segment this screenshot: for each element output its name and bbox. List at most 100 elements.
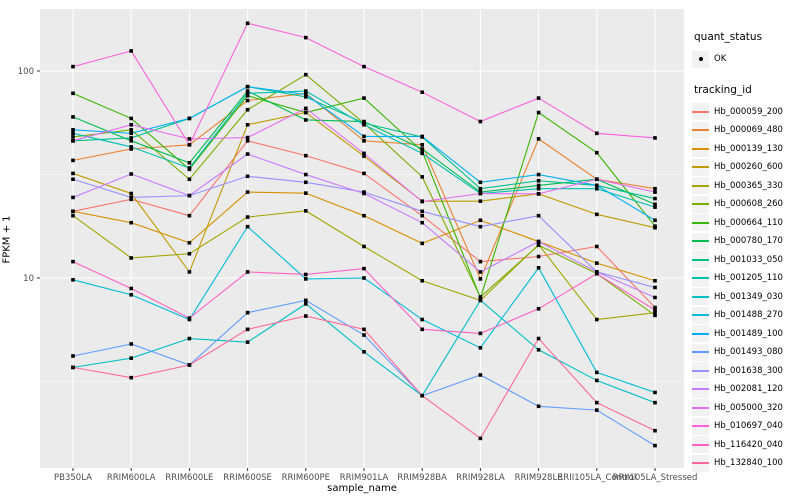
- data-point-Hb_000069_480: [653, 186, 657, 191]
- data-point-Hb_116420_040: [420, 327, 424, 332]
- data-point-Hb_001205_110: [187, 166, 192, 170]
- data-point-Hb_001033_050: [653, 196, 657, 201]
- data-point-Hb_001349_030: [536, 347, 541, 352]
- data-point-Hb_000069_480: [478, 277, 483, 281]
- data-point-Hb_000059_200: [304, 153, 308, 158]
- data-point-Hb_000260_600: [245, 122, 250, 127]
- data-point-Hb_000069_480: [536, 137, 541, 141]
- data-point-Hb_001488_270: [536, 266, 541, 270]
- data-point-Hb_000780_170: [129, 139, 133, 143]
- plot-panel: [40, 9, 684, 468]
- data-point-Hb_000664_110: [478, 296, 483, 300]
- x-tick-label: RRIM928BA: [397, 473, 447, 483]
- data-point-Hb_000780_170: [187, 161, 192, 165]
- data-point-Hb_001638_300: [478, 224, 483, 229]
- data-point-Hb_000608_260: [304, 72, 308, 77]
- data-point-Hb_001638_300: [129, 195, 133, 200]
- data-point-Hb_001349_030: [245, 340, 250, 344]
- data-point-Hb_000059_200: [478, 259, 483, 264]
- x-tick-label: RRIM600LE: [165, 473, 213, 483]
- data-point-Hb_000664_110: [245, 93, 250, 98]
- data-point-Hb_132840_100: [245, 327, 250, 332]
- data-point-Hb_005000_320: [187, 137, 192, 141]
- data-point-Hb_000608_260: [653, 313, 657, 318]
- data-point-Hb_001488_270: [362, 276, 366, 280]
- legend-label: Hb_002081_120: [714, 384, 783, 395]
- data-point-Hb_001033_050: [478, 186, 483, 191]
- data-point-Hb_116420_040: [653, 308, 657, 312]
- legend-key-swatch: [692, 436, 709, 454]
- data-point-Hb_010697_040: [536, 96, 541, 100]
- data-point-Hb_001489_100: [129, 131, 133, 136]
- data-point-Hb_000059_200: [362, 171, 366, 176]
- legend-item-Hb_001638_300: Hb_001638_300: [692, 362, 800, 381]
- data-point-Hb_002081_120: [304, 172, 308, 177]
- data-point-Hb_001033_050: [536, 178, 541, 183]
- line-swatch-icon: [692, 147, 709, 150]
- data-point-Hb_005000_320: [129, 122, 133, 127]
- x-axis-title: sample_name: [327, 483, 397, 494]
- data-point-Hb_000780_170: [420, 147, 424, 151]
- y-tick-label: 10: [23, 274, 34, 284]
- legend-item-Hb_000139_130: Hb_000139_130: [692, 140, 800, 159]
- data-point-Hb_005000_320: [71, 139, 75, 143]
- legend-key-swatch: [692, 362, 709, 380]
- y-tick-label: 100: [18, 67, 34, 77]
- data-point-Hb_000059_200: [536, 254, 541, 259]
- legend-item-Hb_000365_330: Hb_000365_330: [692, 177, 800, 196]
- legend-key-swatch: [692, 195, 709, 213]
- data-point-Hb_002081_120: [71, 195, 75, 200]
- line-swatch-icon: [692, 166, 709, 169]
- data-point-Hb_002081_120: [420, 220, 424, 225]
- data-point-Hb_001489_100: [245, 84, 250, 89]
- data-point-Hb_001638_300: [653, 285, 657, 290]
- data-point-Hb_116420_040: [536, 306, 541, 311]
- data-point-Hb_000664_110: [362, 96, 366, 100]
- data-point-Hb_132840_100: [304, 314, 308, 318]
- data-point-Hb_132840_100: [129, 375, 133, 380]
- line-swatch-icon: [692, 369, 709, 372]
- legend-tracking-entries: Hb_000059_200 Hb_000069_480 Hb_000139_130 H…: [692, 103, 800, 473]
- legend-title-tracking-id: tracking_id: [694, 83, 752, 96]
- data-point-Hb_000365_330: [187, 251, 192, 256]
- data-point-Hb_001488_270: [595, 370, 599, 375]
- legend-item-Hb_001493_080: Hb_001493_080: [692, 343, 800, 362]
- x-tick-label: RRIM600SE: [223, 473, 272, 483]
- data-point-Hb_132840_100: [478, 436, 483, 441]
- data-point-Hb_000139_130: [71, 209, 75, 214]
- x-tick-label: RRIM928LA: [456, 473, 505, 483]
- line-swatch-icon: [692, 277, 709, 280]
- line-swatch-icon: [692, 351, 709, 354]
- legend-key-ok: [692, 50, 709, 68]
- legend-item-Hb_001033_050: Hb_001033_050: [692, 251, 800, 270]
- legend-label: Hb_116420_040: [714, 439, 783, 450]
- x-tick-label: RRIM928LE: [515, 473, 563, 483]
- data-point-Hb_000365_330: [420, 278, 424, 283]
- data-point-Hb_000139_130: [187, 240, 192, 245]
- data-point-Hb_000059_200: [245, 139, 250, 143]
- data-point-Hb_000365_330: [129, 256, 133, 260]
- data-point-Hb_005000_320: [304, 106, 308, 111]
- legend-key-swatch: [692, 214, 709, 232]
- data-point-Hb_001205_110: [245, 91, 250, 96]
- data-point-Hb_000139_130: [478, 218, 483, 223]
- y-axis-title: FPKM + 1: [1, 215, 13, 264]
- data-point-Hb_132840_100: [536, 336, 541, 341]
- data-point-Hb_005000_320: [245, 135, 250, 140]
- data-point-Hb_001205_110: [595, 186, 599, 191]
- legend-key-swatch: [692, 103, 709, 121]
- legend-key-swatch: [692, 177, 709, 195]
- data-point-Hb_000059_200: [595, 244, 599, 249]
- data-point-Hb_001489_100: [653, 218, 657, 223]
- data-point-Hb_001349_030: [478, 298, 483, 303]
- legend-item-Hb_001349_030: Hb_001349_030: [692, 288, 800, 307]
- legend-label: Hb_001033_050: [714, 254, 783, 265]
- data-point-Hb_000365_330: [71, 213, 75, 218]
- data-point-Hb_010697_040: [129, 49, 133, 53]
- data-point-Hb_001489_100: [187, 116, 192, 121]
- line-swatch-icon: [692, 314, 709, 317]
- data-point-Hb_001638_300: [304, 180, 308, 185]
- point-icon: [698, 57, 703, 62]
- x-tick-label: RRII105LA_Stressed: [613, 473, 698, 483]
